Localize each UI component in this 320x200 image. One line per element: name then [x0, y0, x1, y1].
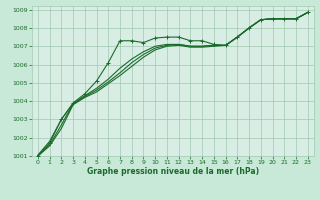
- X-axis label: Graphe pression niveau de la mer (hPa): Graphe pression niveau de la mer (hPa): [87, 167, 259, 176]
